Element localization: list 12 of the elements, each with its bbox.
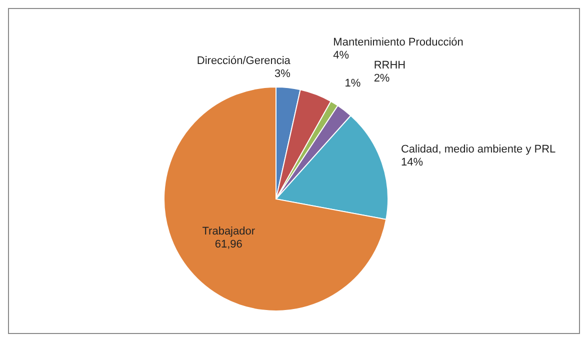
data-label: 1% bbox=[344, 77, 361, 90]
slice-label: Trabajador bbox=[202, 225, 256, 238]
data-label: 3% bbox=[274, 68, 291, 80]
data-label: 2% bbox=[374, 72, 390, 84]
slice-label: RRHH bbox=[374, 59, 406, 72]
data-label: 4% bbox=[333, 50, 350, 62]
slice-label: Calidad, medio ambiente y PRL bbox=[400, 143, 556, 156]
data-label: 14% bbox=[400, 156, 424, 168]
slice-label: Dirección/Gerencia bbox=[196, 54, 292, 67]
pie-slice bbox=[164, 86, 387, 312]
slice-label: Mantenimiento Producción bbox=[333, 36, 464, 49]
data-label: 61,96 bbox=[214, 238, 242, 250]
